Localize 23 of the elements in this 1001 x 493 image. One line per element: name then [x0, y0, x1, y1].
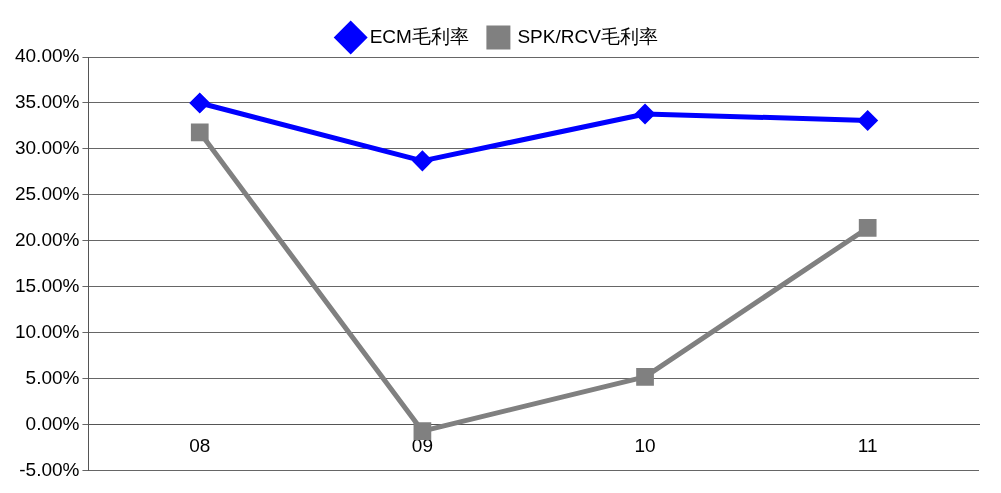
- y-tick-label: 0.00%: [25, 412, 80, 434]
- y-tick-label: 40.00%: [14, 45, 80, 67]
- legend-label: SPK/RCV毛利率: [517, 25, 658, 47]
- y-tick-label: -5.00%: [19, 458, 80, 480]
- point: [190, 93, 210, 113]
- point: [858, 219, 877, 237]
- y-tick-label: 5.00%: [25, 366, 80, 388]
- point: [635, 104, 655, 124]
- y-tick-label: 20.00%: [14, 229, 80, 251]
- y-tick-label: 10.00%: [14, 320, 80, 342]
- legend-label: ECM毛利率: [369, 25, 469, 47]
- y-tick-label: 30.00%: [14, 137, 80, 159]
- y-tick-label: 25.00%: [14, 183, 80, 205]
- x-tick-label: 08: [189, 435, 211, 457]
- point: [636, 367, 654, 386]
- y-tick-label: 15.00%: [14, 275, 80, 297]
- y-tick-label: 35.00%: [14, 91, 80, 113]
- point: [190, 123, 209, 142]
- x-tick-label: 11: [857, 435, 878, 457]
- point: [413, 422, 432, 440]
- point: [858, 110, 878, 130]
- point: [412, 151, 432, 171]
- x-tick-label: 10: [634, 435, 656, 457]
